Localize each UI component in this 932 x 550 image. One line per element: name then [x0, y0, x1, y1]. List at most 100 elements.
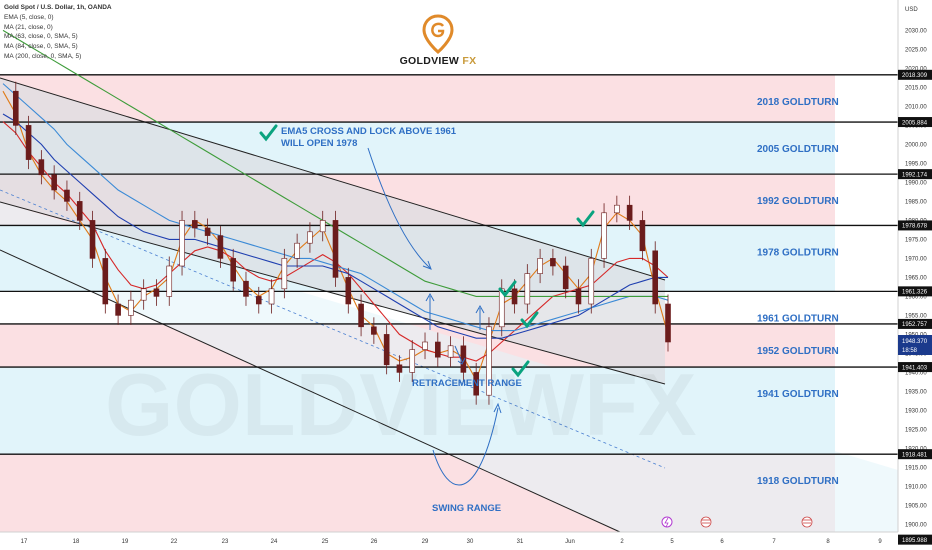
candle-body: [524, 273, 531, 305]
x-tick-label: 25: [322, 539, 329, 545]
candle-body: [358, 303, 364, 328]
y-tick-label: 2000.00: [905, 142, 927, 148]
candle-body: [255, 296, 262, 305]
level-badge-text: 1952.757: [902, 322, 928, 328]
level-badge-text: 2005.884: [902, 120, 928, 126]
y-tick-label: 1930.00: [905, 408, 927, 414]
candle-body: [140, 288, 147, 301]
candle-body: [179, 220, 185, 267]
level-badge-text: 1941.403: [902, 365, 928, 371]
candle-body: [268, 288, 275, 305]
level-badge: [898, 449, 932, 460]
candle-body: [332, 220, 339, 278]
legend-ma63: MA (63, close, 0, SMA, 5): [4, 33, 78, 41]
y-tick-label: 1985.00: [905, 199, 927, 205]
legend-title: Gold Spot / U.S. Dollar, 1h, OANDA: [4, 4, 112, 11]
channel-upper-line: [0, 77, 666, 281]
flash-event-icon: [661, 516, 673, 528]
x-tick-label: 5: [670, 539, 674, 545]
up-arrow-2: [475, 304, 485, 330]
retracement-range-label: RETRACEMENT RANGE: [412, 378, 522, 389]
candle-body: [447, 345, 454, 358]
candle-body: [396, 364, 403, 373]
y-tick-label: 2010.00: [905, 104, 927, 110]
us-flag-icon: [700, 516, 712, 528]
candle-body: [575, 288, 582, 305]
flash-event-icon: [664, 517, 669, 528]
level-badge: [898, 69, 932, 80]
y-tick-label: 1940.00: [905, 370, 927, 376]
y-tick-label: 1905.00: [905, 503, 927, 509]
goldturn-label: 1992 GOLDTURN: [757, 196, 839, 207]
location-pin-g-icon: [422, 14, 454, 54]
goldturn-label: 1961 GOLDTURN: [757, 313, 839, 324]
candle-body: [473, 372, 479, 396]
level-badge-text: 1992.174: [902, 172, 928, 178]
candle-body: [128, 299, 134, 316]
x-tick-label: 8: [826, 539, 830, 545]
candle-body: [562, 265, 569, 290]
grey-channel: [0, 78, 665, 384]
check-icon: [576, 210, 595, 228]
goldturn-label: 2018 GOLDTURN: [757, 97, 839, 108]
check-icon: [511, 360, 530, 378]
candle-body: [204, 227, 211, 236]
y-tick-label: 2025.00: [905, 47, 927, 53]
candle-body: [614, 204, 620, 214]
ema-annotation-line1: EMA5 CROSS AND LOCK ABOVE 1961: [281, 126, 457, 137]
y-tick-label: 2030.00: [905, 28, 927, 34]
y-tick-label: 1970.00: [905, 256, 927, 262]
candle-body: [230, 258, 236, 282]
candle-body: [243, 280, 249, 297]
y-tick-label: 1960.00: [905, 294, 927, 300]
y-tick-label: 1975.00: [905, 237, 927, 243]
candle-body: [435, 341, 441, 358]
goldturn-label: 2005 GOLDTURN: [757, 144, 839, 155]
candle-body: [511, 288, 518, 305]
goldturn-label: 1941 GOLDTURN: [757, 389, 839, 400]
x-tick-label: 24: [271, 539, 278, 545]
legend-ema5: EMA (5, close, 0): [4, 13, 54, 21]
candle-body: [601, 212, 607, 259]
candle-body: [12, 90, 19, 126]
level-badge-text: 1918.481: [902, 452, 928, 458]
legend-ma200: MA (200, close, 0, SMA, 5): [4, 52, 82, 60]
x-tick-label: 29: [422, 539, 429, 545]
y-tick-label: 1910.00: [905, 484, 927, 490]
level-badge: [898, 169, 932, 180]
candle-body: [307, 231, 313, 244]
candle-body: [115, 303, 121, 316]
check-icon: [498, 280, 517, 298]
candle-body: [38, 159, 45, 176]
level-badge: [898, 534, 932, 545]
candle-body: [652, 250, 659, 305]
candle-body: [345, 277, 352, 305]
x-tick-label: Jun: [565, 539, 575, 545]
y-tick-label: 1995.00: [905, 161, 927, 167]
candle-body: [102, 258, 109, 305]
candle-body: [217, 235, 224, 259]
x-tick-label: 7: [772, 539, 776, 545]
x-tick-label: 2: [620, 539, 624, 545]
y-tick-label: 2015.00: [905, 85, 927, 91]
candle-body: [153, 288, 160, 297]
y-tick-label: 1935.00: [905, 389, 927, 395]
candle-body: [192, 220, 198, 229]
goldviewfx-logo: GOLDVIEW FX: [398, 14, 478, 67]
candle-body: [319, 220, 326, 233]
x-tick-label: 22: [171, 539, 178, 545]
chart-legend: Gold Spot / U.S. Dollar, 1h, OANDA EMA (…: [4, 3, 112, 62]
ema-arrow-head: [422, 260, 432, 270]
channel-middle-line: [0, 201, 666, 385]
candle-body: [294, 242, 300, 259]
candle-body: [371, 326, 377, 335]
goldturn-label: 1978 GOLDTURN: [757, 247, 839, 258]
level-badge-text: 1978.678: [902, 224, 928, 230]
candle-body: [51, 174, 57, 191]
check-icon: [520, 311, 539, 329]
candle-body: [639, 220, 646, 252]
candle-body: [665, 303, 671, 343]
candle-body: [166, 265, 173, 297]
candle-body: [64, 189, 70, 202]
swing-range-curve: [432, 407, 499, 486]
